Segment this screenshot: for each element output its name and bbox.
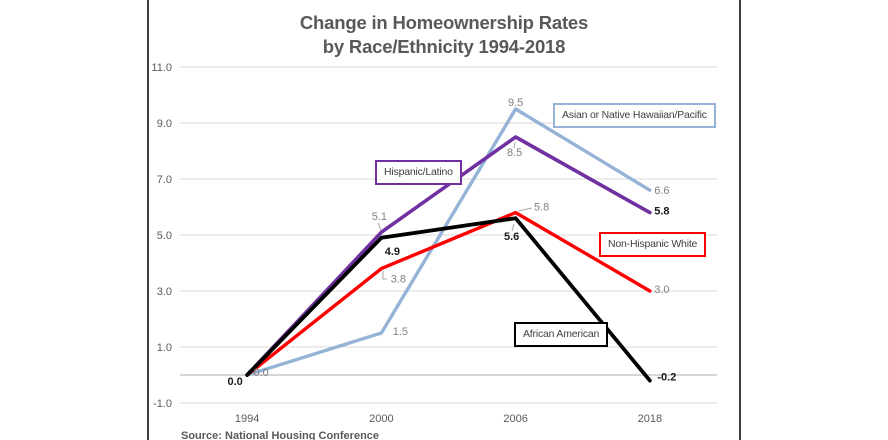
data-label: 0.0	[253, 367, 268, 379]
series-line-non-hispanic-white	[245, 210, 652, 377]
data-label: 5.8	[534, 202, 549, 214]
data-label: 3.0	[654, 284, 669, 296]
legend-box-asian-or-native-hawaiian-pacific: Asian or Native Hawaiian/Pacific	[553, 103, 716, 128]
label-leader-line	[517, 207, 533, 212]
legend-box-non-hispanic-white: Non-Hispanic White	[599, 232, 707, 257]
data-label: 9.5	[508, 97, 523, 109]
y-tick-label: 7.0	[157, 174, 172, 186]
data-label: 6.6	[654, 185, 669, 197]
x-tick-label: 2000	[369, 413, 393, 425]
chart-title-line2: by Race/Ethnicity 1994-2018	[322, 36, 566, 57]
label-leader-line	[513, 141, 516, 149]
source-attribution: Source: National Housing Conference	[181, 430, 380, 440]
y-tick-label: 5.0	[157, 230, 172, 242]
page-edge-left	[147, 0, 149, 440]
page-edge-right	[739, 0, 741, 440]
data-label: 5.8	[654, 206, 669, 218]
chart-title-line1: Change in Homeownership Rates	[299, 12, 589, 33]
data-label: 0.0	[227, 376, 242, 388]
y-tick-label: 1.0	[157, 342, 172, 354]
chart-title: Change in Homeownership Rates by Race/Et…	[148, 11, 740, 59]
y-tick-label: -1.0	[153, 398, 172, 410]
data-label: -0.2	[657, 372, 676, 384]
data-label: 8.5	[507, 147, 522, 159]
data-label: 4.9	[385, 246, 400, 258]
y-tick-label: 11.0	[151, 62, 172, 74]
label-leader-line	[377, 222, 382, 231]
x-tick-label: 2018	[638, 413, 662, 425]
x-tick-label: 2006	[503, 413, 527, 425]
y-tick-label: 3.0	[157, 286, 172, 298]
data-label: 1.5	[393, 326, 408, 338]
label-leader-line	[511, 223, 515, 232]
y-tick-label: 9.0	[157, 118, 172, 130]
data-label: 3.8	[391, 274, 406, 286]
label-leader-line	[382, 271, 387, 280]
legend-box-hispanic-latino: Hispanic/Latino	[375, 160, 462, 185]
legend-box-african-american: African American	[514, 322, 609, 347]
series-line-african-american	[245, 216, 652, 383]
data-label: 5.6	[504, 231, 519, 243]
data-label: 5.1	[372, 211, 387, 223]
series-line-asian-or-native-hawaiian-pacific	[245, 107, 652, 377]
x-tick-label: 1994	[235, 413, 259, 425]
